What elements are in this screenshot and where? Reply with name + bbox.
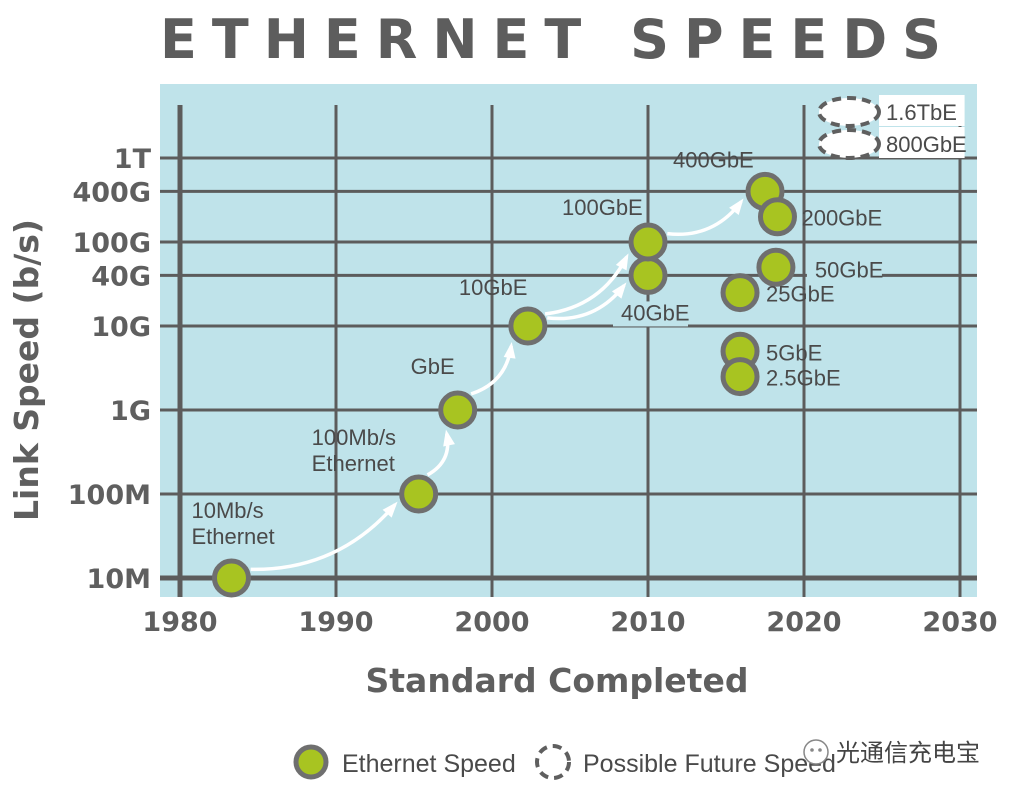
point-100mb-s-ethernet [399,474,439,514]
point-200gbe [757,197,797,237]
point-label-10gbe: 10GbE [459,275,528,300]
y-tick-10m: 10M [87,564,151,595]
label-bg-40gbe [613,301,688,327]
y-tick-1t: 1T [114,144,152,175]
x-tick-2030: 2030 [922,607,997,638]
point-100gbe [628,222,668,262]
y-axis-title: Link Speed (b/s) [7,219,46,521]
future-point-1-6tbe [817,96,881,128]
point-40gbe [628,255,668,295]
point-label-400gbe: 400GbE [673,147,754,172]
wechat-icon-eye-left [810,748,814,752]
legend-label-future: Possible Future Speed [583,750,836,778]
point-labels: 10Mb/s Ethernet 100Mb/s Ethernet GbE 10GbE 40G… [191,147,883,549]
future-label-800gbe: 800GbE [886,132,967,157]
y-tick-100m: 100M [68,480,151,511]
arrow-gbe-to-10gbe-head [503,341,516,359]
point-label-2-5gbe: 2.5GbE [766,366,841,391]
arrow-100gbe-to-400gbe-head [729,198,744,215]
point-label-25gbe: 25GbE [766,282,835,307]
y-tick-400g: 400G [72,177,151,208]
point-label-gbe: GbE [411,354,455,379]
arrow-10gbe-to-40gbe-head [611,282,627,299]
legend-label-ethernet: Ethernet Speed [342,750,516,778]
arrow-10mb-s-ethernet-to-100mb-s-ethernet [250,503,397,572]
legend-marker-future [535,744,571,780]
point-label-50gbe: 50GbE [815,257,884,282]
point-label-10mb-s-ethernet: 10Mb/s Ethernet [191,498,274,549]
y-tick-10g: 10G [91,312,151,343]
data-points [211,171,797,598]
point-label-100mb-s-ethernet: 100Mb/s Ethernet [312,425,396,476]
point-label-5gbe: 5GbE [766,340,822,365]
wechat-icon-eye-right [818,748,822,752]
point-10gbe [508,306,548,346]
x-tick-2000: 2000 [454,607,529,638]
point-label-200gbe: 200GbE [801,206,882,231]
point-25gbe [720,273,760,313]
label-bg-50gbe [806,258,882,284]
arrow-10mb-s-ethernet-to-100mb-s-ethernet-head [382,501,398,518]
label-bg-800gbe [879,127,965,158]
watermark: 光通信充电宝 [803,739,980,767]
point-gbe [438,390,478,430]
chart-title: ETHERNET SPEEDS [160,8,956,71]
grid [160,105,977,597]
point-10mb-s-ethernet [211,558,251,598]
point-50gbe [756,247,796,287]
x-tick-1990: 1990 [298,607,373,638]
arrow-100mb-s-ethernet-to-gbe-head [443,429,455,447]
x-tick-labels: 1980 1990 2000 2010 2020 2030 [142,607,997,638]
y-tick-100g: 100G [72,228,151,259]
label-bg-1-6tbe [879,95,965,126]
point-2-5gbe [720,357,760,397]
future-points: 1.6TbE 800GbE [817,95,967,160]
x-tick-2020: 2020 [766,607,841,638]
arrow-10gbe-to-100gbe-head [615,253,629,271]
wechat-icon [803,739,829,765]
future-point-800gbe [817,128,881,160]
plot-area [160,84,977,597]
watermark-text: 光通信充电宝 [836,739,980,767]
point-label-40gbe: 40GbE [621,300,690,325]
arrows [250,198,744,572]
legend: Ethernet Speed Possible Future Speed [293,744,836,780]
x-tick-2010: 2010 [610,607,685,638]
future-label-1-6tbe: 1.6TbE [886,100,957,125]
y-tick-40g: 40G [91,261,151,292]
x-tick-1980: 1980 [142,607,217,638]
legend-marker-ethernet [293,744,329,780]
y-tick-1g: 1G [110,396,151,427]
point-label-100gbe: 100GbE [562,195,643,220]
x-axis-title: Standard Completed [366,661,749,700]
